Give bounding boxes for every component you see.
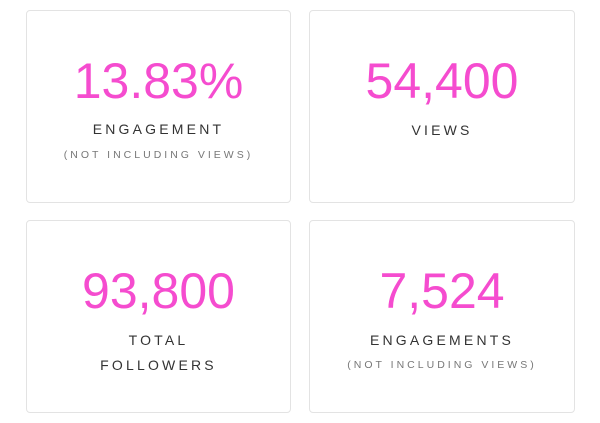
stat-label: ENGAGEMENTS xyxy=(369,332,515,348)
stat-label-line1: TOTAL xyxy=(128,332,189,348)
stat-card-engagements: 7,524 ENGAGEMENTS (NOT INCLUDING VIEWS) xyxy=(309,220,575,413)
stat-value: 93,800 xyxy=(82,263,235,319)
stat-label: VIEWS xyxy=(411,122,473,138)
stat-card-engagement-rate: 13.83% ENGAGEMENT (NOT INCLUDING VIEWS) xyxy=(26,10,291,203)
stat-sublabel: (NOT INCLUDING VIEWS) xyxy=(63,149,254,161)
stat-card-views: 54,400 VIEWS xyxy=(309,10,575,203)
stat-label-line2: FOLLOWERS xyxy=(100,357,217,373)
stat-sublabel: (NOT INCLUDING VIEWS) xyxy=(347,359,537,371)
stat-card-total-followers: 93,800 TOTAL FOLLOWERS xyxy=(26,220,291,413)
stat-value: 7,524 xyxy=(379,263,505,319)
stat-label: ENGAGEMENT xyxy=(92,121,225,137)
stat-value: 13.83% xyxy=(73,53,244,109)
stat-value: 54,400 xyxy=(365,53,519,109)
